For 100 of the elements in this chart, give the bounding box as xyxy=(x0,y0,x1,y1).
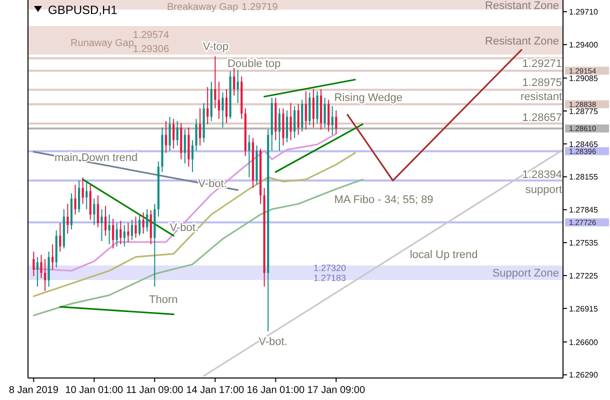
annotation: V-bot. xyxy=(258,336,288,348)
candlestick xyxy=(96,194,99,228)
annotation: Rising Wedge xyxy=(334,92,403,104)
candlestick xyxy=(40,254,42,279)
candlestick xyxy=(290,102,292,141)
candlestick xyxy=(184,129,186,164)
candlestick xyxy=(176,120,178,146)
candlestick xyxy=(191,140,194,173)
candlestick xyxy=(134,216,137,238)
y-tick-label: 1.28775 xyxy=(569,106,598,116)
annotation: Double top xyxy=(227,58,281,70)
y-tick-label: 1.29085 xyxy=(569,74,598,83)
candlestick xyxy=(172,118,175,150)
annotation: support xyxy=(525,184,562,196)
candlestick xyxy=(123,224,126,247)
candlestick xyxy=(146,208,148,232)
candlestick xyxy=(44,258,46,292)
candlestick xyxy=(248,134,250,178)
candlestick xyxy=(328,99,330,132)
annotation: V-top xyxy=(202,41,229,53)
candlestick xyxy=(312,88,314,128)
candlestick xyxy=(331,106,334,136)
annotation: 1.27183 xyxy=(313,273,346,283)
annotation: 1.28657 xyxy=(522,112,562,124)
candlestick xyxy=(198,108,202,146)
candlestick xyxy=(195,118,198,152)
annotation: 1.29719 xyxy=(242,2,278,13)
candlestick xyxy=(316,90,318,124)
candlestick xyxy=(294,106,296,139)
candlestick xyxy=(36,256,38,288)
x-tick-label: 14 Jan 17:00 xyxy=(186,385,245,396)
candlestick xyxy=(214,56,216,109)
candlestick xyxy=(100,208,103,242)
x-tick-label: 17 Jan 09:00 xyxy=(307,385,366,396)
candlestick xyxy=(297,104,300,136)
candlestick xyxy=(301,99,304,132)
band-label: Support Zone xyxy=(492,268,559,280)
chart-title: GBPUSD,H1 xyxy=(48,3,118,17)
y-tick-label: 1.27845 xyxy=(569,206,598,215)
candlestick xyxy=(150,210,152,245)
candlestick xyxy=(308,92,311,126)
y-tick-label: 1.26290 xyxy=(569,370,598,380)
candlestick xyxy=(78,180,80,213)
candlestick xyxy=(142,212,144,234)
x-tick-label: 10 Jan 01:00 xyxy=(65,385,124,396)
candlestick xyxy=(74,184,76,215)
y-tick-label: 1.28155 xyxy=(569,172,598,182)
annotation: 1.27320 xyxy=(313,263,346,273)
x-tick-label: 11 Jan 09:00 xyxy=(126,385,184,396)
annotation: 1.28975 xyxy=(522,77,562,89)
y-tick-label: 1.29710 xyxy=(569,8,598,17)
y-tick-label: 1.26600 xyxy=(569,338,598,347)
candlestick xyxy=(335,110,338,134)
candlestick xyxy=(138,214,141,236)
y-tick-label: 1.26915 xyxy=(569,304,598,314)
candlestick xyxy=(236,70,239,104)
candlestick xyxy=(127,222,130,243)
candlestick xyxy=(278,108,280,152)
annotation: 1.29306 xyxy=(132,44,170,55)
y-tick-label: 1.28465 xyxy=(569,140,598,149)
candlestick xyxy=(218,81,220,120)
candlestick xyxy=(120,220,122,245)
x-tick-label: 8 Jan 2019 xyxy=(8,385,59,396)
candlestick xyxy=(48,251,50,288)
annotation: 1.29271 xyxy=(522,58,562,70)
candlestick xyxy=(112,218,114,249)
annotation: local Up trend xyxy=(410,249,478,261)
candlestick xyxy=(86,182,88,210)
annotation: 1.29574 xyxy=(132,30,170,41)
candlestick xyxy=(52,244,54,270)
y-tick-label: 1.27535 xyxy=(569,238,598,248)
candlestick xyxy=(116,222,118,247)
y-tick-label: 1.29400 xyxy=(569,40,598,50)
band-label: Resistant Zone xyxy=(485,35,559,48)
candlestick xyxy=(89,184,92,220)
candlestick xyxy=(304,90,307,130)
candlestick xyxy=(164,120,168,154)
candlestick xyxy=(324,97,326,128)
annotation: resistant xyxy=(520,91,562,103)
candlestick xyxy=(206,86,209,125)
candlestick xyxy=(82,176,84,204)
candlestick xyxy=(168,116,171,152)
y-tick-label: 1.27225 xyxy=(569,271,598,280)
annotation: MA Fibo - 34; 55; 89 xyxy=(334,194,434,206)
x-tick-label: 16 Jan 01:00 xyxy=(246,385,305,396)
candlestick xyxy=(104,205,107,236)
band-label: Resistant Zone xyxy=(485,0,559,12)
candlestick xyxy=(108,214,110,245)
candlestick xyxy=(225,88,228,124)
annotation: Runaway Gap xyxy=(70,38,134,49)
annotation: Thorn xyxy=(148,294,178,306)
candlestick xyxy=(59,222,62,252)
candlestick xyxy=(222,92,224,128)
candlestick xyxy=(93,198,96,226)
candlestick xyxy=(233,67,236,96)
candlestick xyxy=(32,251,35,277)
annotation: Breakaway Gap xyxy=(166,2,239,13)
candlestick xyxy=(66,203,69,234)
candlestick xyxy=(130,219,134,240)
candlestick xyxy=(286,110,288,143)
